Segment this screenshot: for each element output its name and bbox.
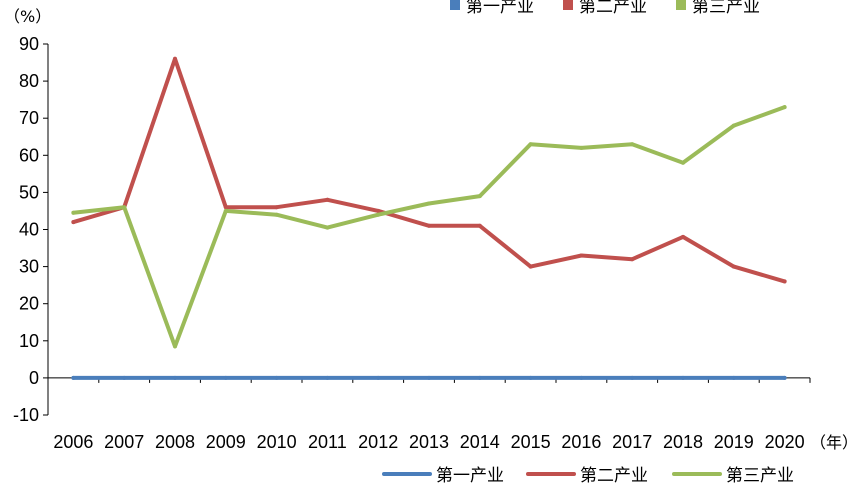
y-tick-label: 10 [19, 331, 39, 351]
x-unit-label: （年） [810, 433, 856, 452]
data-point [173, 375, 177, 380]
y-tick-label: 90 [19, 34, 39, 54]
data-point [376, 375, 381, 380]
data-point [223, 375, 228, 380]
data-point [274, 205, 279, 210]
data-point [223, 205, 228, 210]
y-tick-label: 50 [19, 182, 39, 202]
y-tick-label: -10 [13, 405, 39, 425]
y-tick-label: 70 [19, 108, 39, 128]
x-tick-label: 2015 [511, 432, 551, 452]
data-point [579, 253, 584, 258]
data-point [71, 375, 76, 380]
data-point [528, 264, 533, 269]
x-tick-label: 2010 [257, 432, 297, 452]
x-tick-label: 2013 [409, 432, 449, 452]
legend-label: 第一产业 [466, 0, 534, 17]
data-point [731, 123, 736, 128]
data-point [630, 257, 635, 262]
data-point [427, 201, 431, 206]
x-tick-label: 2014 [460, 432, 500, 452]
data-point [173, 56, 177, 61]
data-point [477, 194, 482, 199]
data-point [223, 208, 228, 213]
data-point [376, 208, 381, 213]
data-point [376, 212, 381, 217]
data-point [122, 375, 127, 380]
data-point [528, 375, 533, 380]
data-point [274, 212, 279, 217]
data-point [477, 375, 482, 380]
data-point [274, 375, 279, 380]
y-tick-label: 0 [29, 368, 39, 388]
x-tick-label: 2017 [612, 432, 652, 452]
x-tick-label: 2020 [765, 432, 805, 452]
data-point [782, 375, 787, 380]
data-point [528, 142, 533, 147]
data-point [173, 344, 177, 349]
x-tick-label: 2012 [358, 432, 398, 452]
data-point [681, 160, 685, 165]
x-tick-label: 2006 [53, 432, 93, 452]
data-point [427, 223, 431, 228]
legend-label: 第二产业 [580, 466, 648, 486]
data-point [579, 375, 584, 380]
data-point [782, 105, 787, 110]
data-point [630, 142, 635, 147]
legend-label: 第一产业 [436, 466, 504, 486]
data-point [325, 375, 330, 380]
y-tick-label: 80 [19, 71, 39, 91]
data-point [782, 279, 787, 284]
y-axis-ticks: -10 0 10 20 30 40 50 60 70 80 90 [13, 34, 48, 425]
data-point [731, 375, 736, 380]
data-point [122, 205, 127, 210]
legend-bottom: 第一产业 第二产业 第三产业 [382, 466, 794, 486]
legend-swatch [563, 0, 573, 10]
x-axis-ticks: 2006 2007 2008 2009 2010 2011 2012 2013 2014 2015… [47, 377, 811, 452]
data-point [681, 375, 685, 380]
x-tick-label: 2018 [663, 432, 703, 452]
x-tick-label: 2007 [104, 432, 144, 452]
y-tick-label: 30 [19, 257, 39, 277]
y-tick-label: 20 [19, 294, 39, 314]
data-point [325, 225, 330, 230]
data-point [477, 223, 482, 228]
y-tick-label: 60 [19, 145, 39, 165]
data-point [579, 145, 584, 150]
y-tick-label: 40 [19, 220, 39, 240]
legend-label: 第二产业 [579, 0, 647, 17]
legend-swatch [450, 0, 460, 10]
data-point [71, 220, 76, 225]
legend-swatch [676, 0, 686, 10]
legend-label: 第三产业 [692, 0, 760, 17]
data-point [681, 234, 685, 239]
series-lines [71, 56, 787, 380]
y-unit-label: （%） [4, 7, 51, 26]
legend-top: 第一产业 第二产业 第三产业 [450, 0, 760, 17]
x-tick-label: 2009 [206, 432, 246, 452]
data-point [731, 264, 736, 269]
legend-label: 第三产业 [726, 466, 794, 486]
x-tick-label: 2011 [308, 432, 347, 452]
data-point [630, 375, 635, 380]
data-point [325, 197, 330, 202]
x-tick-label: 2016 [561, 432, 601, 452]
x-tick-label: 2019 [714, 432, 754, 452]
data-point [71, 210, 76, 215]
x-tick-label: 2008 [155, 432, 195, 452]
series-line [71, 56, 787, 284]
data-point [427, 375, 431, 380]
